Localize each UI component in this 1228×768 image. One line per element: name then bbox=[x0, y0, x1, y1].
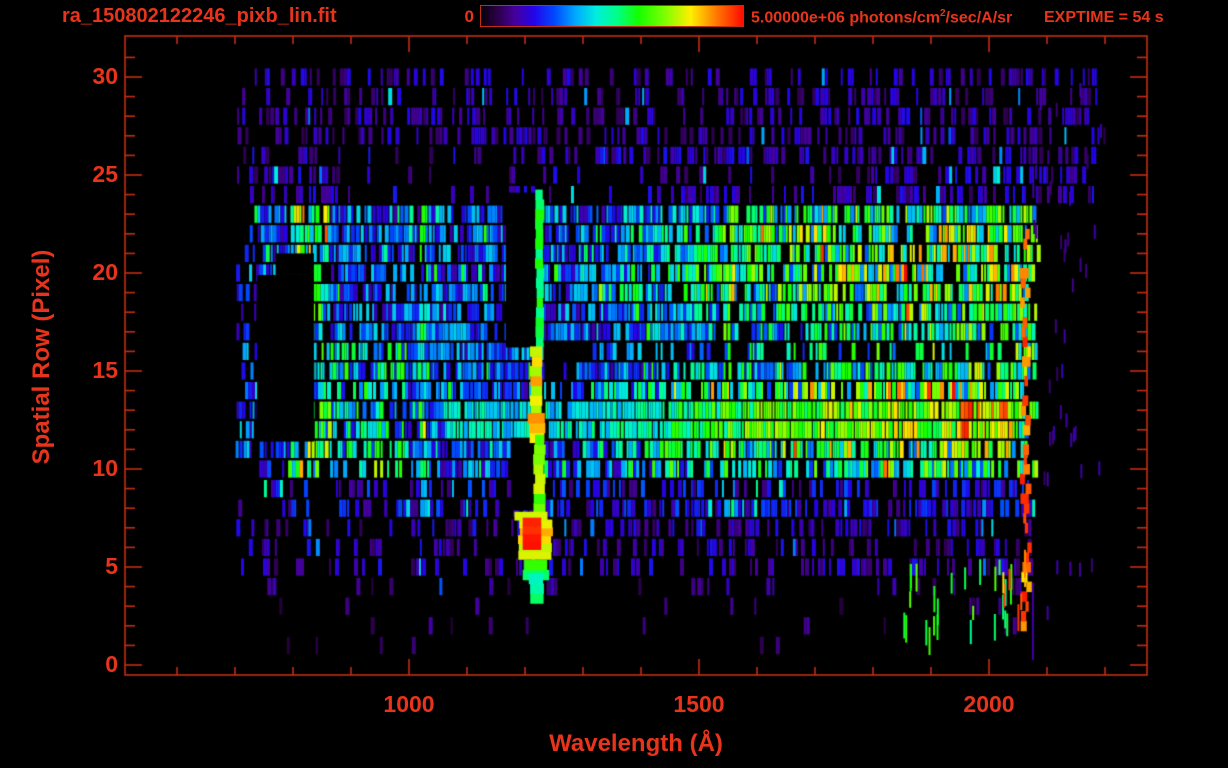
y-tick-label: 5 bbox=[105, 553, 118, 579]
y-axis-title: Spatial Row (Pixel) bbox=[28, 249, 55, 465]
x-tick-label: 1500 bbox=[673, 691, 725, 717]
colorbar-unit-suffix: /sec/A/sr bbox=[945, 9, 1013, 27]
x-tick-label: 1000 bbox=[383, 691, 435, 717]
y-tick-label: 30 bbox=[92, 63, 118, 89]
x-axis-title: Wavelength (Å) bbox=[549, 730, 723, 757]
y-tick-label: 15 bbox=[92, 357, 118, 383]
colorbar-max-label: 5.00000e+06 photons/cm2/sec/A/sr bbox=[751, 8, 1012, 27]
colorbar-unit-superscript: 2 bbox=[939, 8, 946, 19]
y-tick-label: 25 bbox=[92, 161, 118, 187]
y-tick-label: 20 bbox=[92, 259, 118, 285]
x-tick-label: 2000 bbox=[963, 691, 1015, 717]
colorbar-gradient bbox=[480, 5, 744, 27]
plot-title: ra_150802122246_pixb_lin.fit bbox=[62, 5, 337, 27]
colorbar-min-label: 0 bbox=[464, 7, 474, 26]
y-tick-label: 0 bbox=[105, 651, 118, 677]
y-tick-label: 10 bbox=[92, 455, 118, 481]
exptime-label: EXPTIME = 54 s bbox=[1044, 9, 1164, 26]
colorbar-max-value: 5.00000e+06 photons/cm bbox=[751, 9, 940, 27]
